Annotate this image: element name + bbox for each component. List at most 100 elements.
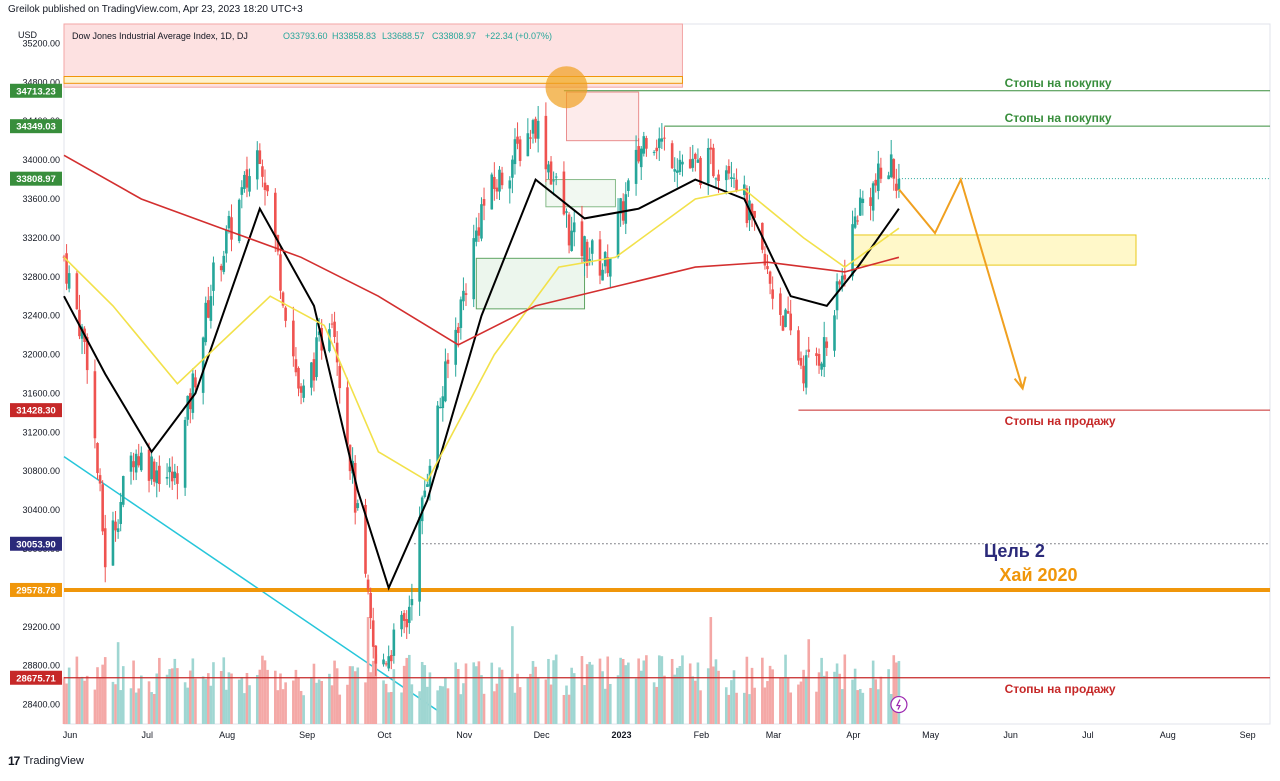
candle-body xyxy=(266,185,269,192)
candle-body xyxy=(387,656,390,669)
volume-bar xyxy=(511,626,514,724)
volume-bar xyxy=(134,692,138,724)
volume-bar xyxy=(874,679,878,724)
volume-bar xyxy=(779,677,782,724)
x-tick-label: Feb xyxy=(694,730,710,740)
volume-bar xyxy=(384,683,388,724)
footer-brand[interactable]: 17 TradingView xyxy=(8,754,84,768)
candle-body xyxy=(518,139,522,161)
moving-average-yellow xyxy=(63,188,900,483)
candle-body xyxy=(534,118,537,139)
candle-body xyxy=(482,199,486,206)
volume-bar xyxy=(426,686,429,724)
volume-bar xyxy=(518,687,522,724)
candle-body xyxy=(779,293,782,315)
candle-body xyxy=(384,663,388,665)
volume-bar xyxy=(508,677,512,724)
volume-bar xyxy=(889,694,893,724)
lightning-bolt-icon xyxy=(895,699,901,710)
volume-bar xyxy=(248,685,251,724)
candle-body xyxy=(624,194,628,224)
volume-bar xyxy=(853,668,857,724)
candle-body xyxy=(552,180,555,182)
volume-bar xyxy=(544,679,548,724)
candle-body xyxy=(191,373,195,413)
y-tick-label: 31200.00 xyxy=(22,427,60,437)
candle-body xyxy=(696,159,700,163)
candle-body xyxy=(766,266,769,270)
forecast-path xyxy=(898,176,1024,389)
volume-bar xyxy=(137,688,141,724)
candle-body xyxy=(835,281,839,311)
volume-bar xyxy=(475,666,478,724)
candle-body xyxy=(861,198,865,203)
candle-body xyxy=(706,148,710,184)
volume-bar xyxy=(753,687,756,724)
volume-bar xyxy=(500,669,504,724)
trend-line xyxy=(63,456,441,713)
candle-body xyxy=(176,473,179,484)
volume-bar xyxy=(572,673,576,724)
candle-body xyxy=(132,461,135,468)
annotation-label: Цель 2 xyxy=(984,541,1045,561)
volume-bar xyxy=(420,661,424,724)
volume-bar xyxy=(328,673,331,724)
volume-bar xyxy=(114,684,117,724)
candle-body xyxy=(212,262,215,291)
candle-body xyxy=(173,471,177,479)
volume-bar xyxy=(861,692,865,724)
price-badge-label: 34349.03 xyxy=(16,122,56,133)
volume-bar xyxy=(673,674,677,724)
candle-body xyxy=(366,579,370,590)
candle-body xyxy=(98,475,102,484)
candle-body xyxy=(186,395,189,420)
candle-body xyxy=(330,323,334,325)
volume-bar xyxy=(158,657,161,724)
candle-body xyxy=(493,176,496,189)
volume-bar xyxy=(892,655,896,724)
volume-bar xyxy=(338,694,342,724)
volume-bar xyxy=(194,678,197,724)
x-tick-label: Jun xyxy=(1003,730,1018,740)
price-badge xyxy=(10,670,62,685)
x-tick-label: Sep xyxy=(1240,730,1256,740)
candle-body xyxy=(567,214,571,246)
candle-body xyxy=(426,484,429,487)
volume-bar xyxy=(786,677,790,724)
volume-bar xyxy=(871,660,875,724)
legend-high: H33858.83 xyxy=(332,31,376,41)
volume-bar xyxy=(609,683,612,724)
candle-body xyxy=(405,619,409,628)
candle-body xyxy=(418,516,421,602)
volume-bar xyxy=(815,691,818,724)
volume-bar xyxy=(212,662,215,724)
volume-bar xyxy=(781,677,785,724)
candle-body xyxy=(240,187,244,195)
y-tick-label: 29200.00 xyxy=(22,622,60,632)
volume-bar xyxy=(699,690,702,724)
volume-bar xyxy=(132,660,135,724)
candle-body xyxy=(763,253,767,266)
candle-body xyxy=(688,159,692,169)
volume-bar xyxy=(240,677,244,724)
candle-body xyxy=(454,329,457,365)
volume-bar xyxy=(98,677,102,724)
volume-bar xyxy=(655,686,658,724)
candle-body xyxy=(209,296,213,321)
candle-body xyxy=(879,167,883,179)
candle-body xyxy=(183,419,187,488)
volume-bar xyxy=(730,680,733,724)
candle-body xyxy=(660,138,664,142)
volume-bar xyxy=(727,694,731,724)
volume-bar xyxy=(879,676,883,724)
volume-bar xyxy=(554,654,558,724)
volume-bar xyxy=(140,675,143,724)
volume-bar xyxy=(346,684,349,724)
volume-bar xyxy=(732,670,736,724)
candle-body xyxy=(93,371,97,439)
volume-bar xyxy=(150,692,153,724)
volume-bar xyxy=(799,681,803,724)
candle-body xyxy=(771,289,774,299)
volume-bar xyxy=(436,690,439,724)
candle-body xyxy=(572,222,576,233)
